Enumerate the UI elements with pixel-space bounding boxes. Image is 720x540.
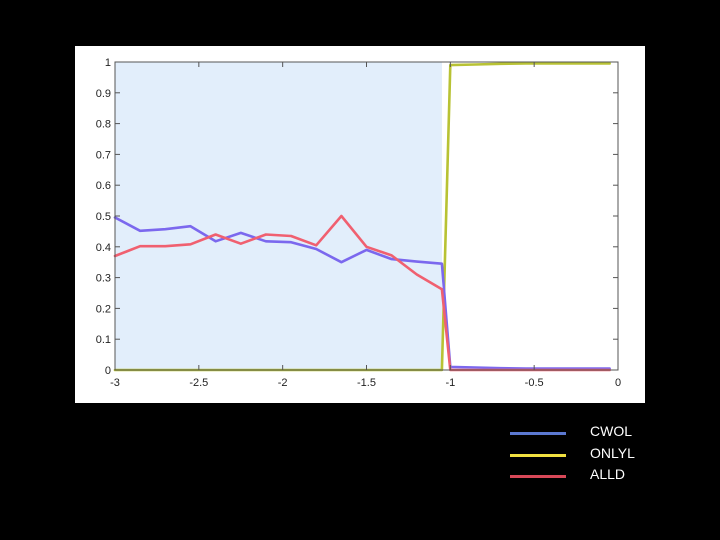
y-tick-label: 0.7	[96, 149, 111, 161]
x-tick-label: -3	[110, 377, 120, 389]
y-tick-label: 0.6	[96, 180, 111, 192]
x-tick-label: -0.5	[525, 377, 544, 389]
legend-label-alld: ALLD	[590, 466, 626, 482]
x-tick-label: -2.5	[189, 377, 208, 389]
legend-swatch-onlyl	[510, 453, 566, 457]
y-tick-label: 0.3	[96, 273, 111, 285]
y-tick-label: 0.9	[96, 88, 111, 100]
series-line-cwol	[113, 216, 611, 370]
line-chart: -3 -2.5 -2 -1.5 -1 -0.5 0 0 0.1 0.2 0.3 0.4 0.5 0.6 0.…	[96, 57, 621, 389]
legend-item-alld: ALLD	[510, 465, 710, 487]
y-tick-label: 0.8	[96, 119, 111, 131]
shaded-region	[115, 62, 442, 370]
legend-item-onlyl: ONLYL	[510, 444, 710, 466]
legend: CWOL ONLYL ALLD	[510, 422, 710, 487]
x-tick-label: -2	[278, 377, 288, 389]
legend-item-cwol: CWOL	[510, 422, 710, 444]
y-tick-label: 0.1	[96, 334, 111, 346]
legend-label-onlyl: ONLYL	[590, 444, 635, 461]
legend-swatch-cwol	[510, 432, 566, 435]
legend-label-cwol: CWOL	[590, 423, 632, 439]
x-tick-label: -1.5	[357, 377, 376, 389]
y-tick-label: 0.5	[96, 211, 111, 223]
y-tick-label: 0.2	[96, 303, 111, 315]
y-tick-label: 1	[105, 57, 111, 69]
legend-swatch-alld	[510, 475, 566, 478]
x-tick-label: -1	[445, 377, 455, 389]
x-tick-label: 0	[615, 377, 621, 389]
y-tick-label: 0	[105, 365, 111, 377]
chart-panel: -3 -2.5 -2 -1.5 -1 -0.5 0 0 0.1 0.2 0.3 0.4 0.5 0.6 0.…	[75, 46, 645, 403]
ticks-layer: -3 -2.5 -2 -1.5 -1 -0.5 0 0 0.1 0.2 0.3 0.4 0.5 0.6 0.…	[96, 57, 621, 389]
y-tick-label: 0.4	[96, 242, 111, 254]
